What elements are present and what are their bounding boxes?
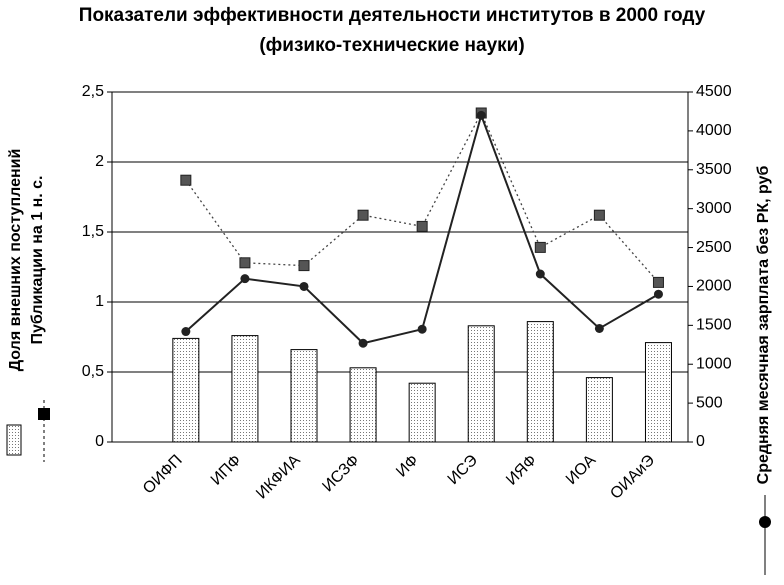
y2-tick-label: 2000 xyxy=(696,278,732,295)
bar xyxy=(231,335,259,443)
legend-bar-swatch xyxy=(6,424,22,456)
y-tick-label: 2 xyxy=(95,153,104,170)
line xyxy=(185,111,659,283)
y-axis-title: Доля внешних поступлений xyxy=(7,149,24,372)
marker xyxy=(417,324,427,334)
legend-square xyxy=(38,408,50,420)
bar xyxy=(408,382,436,443)
y-tick-label: 0 xyxy=(95,433,104,450)
x-tick-label: ИОА xyxy=(563,452,599,488)
bar xyxy=(644,342,672,443)
bar xyxy=(349,367,377,443)
marker xyxy=(298,260,310,272)
bar xyxy=(467,325,495,443)
marker xyxy=(181,327,191,337)
y-tick-label: 0,5 xyxy=(82,363,104,380)
x-tick-label: ИКФИА xyxy=(253,452,304,503)
y2-tick-label: 1000 xyxy=(696,355,732,372)
x-tick-label: ИСЭ xyxy=(445,452,481,488)
y2-tick-label: 2500 xyxy=(696,239,732,256)
y2-tick-label: 3500 xyxy=(696,161,732,178)
bar xyxy=(290,349,318,443)
y2-tick-label: 3000 xyxy=(696,200,732,217)
y-tick-label: 1,5 xyxy=(82,223,104,240)
marker xyxy=(535,269,545,279)
marker xyxy=(180,174,192,186)
marker xyxy=(534,241,546,253)
bar xyxy=(172,337,200,443)
marker xyxy=(358,338,368,348)
marker xyxy=(476,110,486,120)
y2-tick-label: 4000 xyxy=(696,122,732,139)
bar xyxy=(585,377,613,443)
chart-subtitle: (физико-технические науки) xyxy=(259,35,524,56)
x-tick-label: ИПФ xyxy=(208,452,245,489)
marker xyxy=(593,209,605,221)
x-tick-label: ИФ xyxy=(393,452,422,481)
y2-tick-label: 1500 xyxy=(696,317,732,334)
y-tick-label: 1 xyxy=(95,293,104,310)
x-tick-label: ОИАиЭ xyxy=(607,452,658,503)
y-axis-title: Публикации на 1 н. с. xyxy=(29,176,46,345)
bar xyxy=(526,321,554,443)
x-tick-label: ОИФП xyxy=(140,452,186,498)
y2-axis-title: Средняя месячная зарплата без РК, руб xyxy=(755,166,772,485)
y-tick-label: 2,5 xyxy=(82,83,104,100)
x-tick-label: ИСЗФ xyxy=(319,452,363,496)
marker xyxy=(239,257,251,269)
marker xyxy=(357,209,369,221)
marker xyxy=(653,289,663,299)
marker xyxy=(594,323,604,333)
marker xyxy=(240,274,250,284)
chart-title: Показатели эффективности деятельности ин… xyxy=(79,5,706,26)
y2-tick-label: 0 xyxy=(696,433,705,450)
marker xyxy=(299,281,309,291)
y2-tick-label: 4500 xyxy=(696,83,732,100)
legend-circle xyxy=(759,516,771,528)
marker xyxy=(652,276,664,288)
y2-tick-label: 500 xyxy=(696,394,723,411)
x-tick-label: ИЯФ xyxy=(503,452,540,489)
marker xyxy=(416,220,428,232)
